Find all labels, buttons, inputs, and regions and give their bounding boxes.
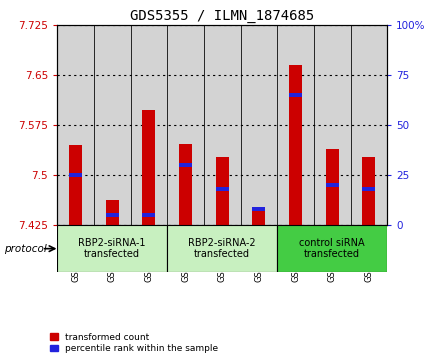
Bar: [143, 213, 155, 217]
Bar: [204, 25, 241, 225]
Bar: [94, 25, 131, 225]
Text: control siRNA
transfected: control siRNA transfected: [299, 238, 365, 260]
Bar: [326, 183, 339, 187]
Bar: [241, 225, 277, 272]
Bar: [106, 200, 119, 225]
Text: protocol: protocol: [4, 244, 47, 254]
Bar: [351, 225, 387, 272]
Bar: [289, 65, 302, 225]
Bar: [216, 157, 229, 225]
Bar: [216, 187, 229, 191]
Bar: [131, 25, 167, 225]
Bar: [131, 225, 167, 272]
Bar: [351, 25, 387, 225]
Text: RBP2-siRNA-1
transfected: RBP2-siRNA-1 transfected: [78, 238, 146, 260]
Bar: [277, 25, 314, 225]
Bar: [277, 225, 314, 272]
Bar: [363, 157, 375, 225]
Bar: [277, 225, 387, 272]
Text: RBP2-siRNA-2
transfected: RBP2-siRNA-2 transfected: [188, 238, 256, 260]
Title: GDS5355 / ILMN_1874685: GDS5355 / ILMN_1874685: [130, 9, 314, 23]
Bar: [69, 145, 82, 225]
Bar: [253, 210, 265, 225]
Bar: [167, 25, 204, 225]
Legend: transformed count, percentile rank within the sample: transformed count, percentile rank withi…: [48, 331, 220, 355]
Bar: [314, 225, 351, 272]
Bar: [363, 187, 375, 191]
Bar: [204, 225, 241, 272]
Bar: [57, 25, 94, 225]
Bar: [326, 148, 339, 225]
Bar: [57, 225, 94, 272]
Bar: [94, 225, 131, 272]
Bar: [167, 225, 204, 272]
Bar: [241, 25, 277, 225]
Bar: [106, 213, 119, 217]
Bar: [179, 163, 192, 167]
Bar: [179, 144, 192, 225]
Bar: [57, 225, 167, 272]
Bar: [253, 207, 265, 211]
Bar: [314, 25, 351, 225]
Bar: [143, 110, 155, 225]
Bar: [69, 173, 82, 178]
Bar: [167, 225, 277, 272]
Bar: [289, 93, 302, 98]
